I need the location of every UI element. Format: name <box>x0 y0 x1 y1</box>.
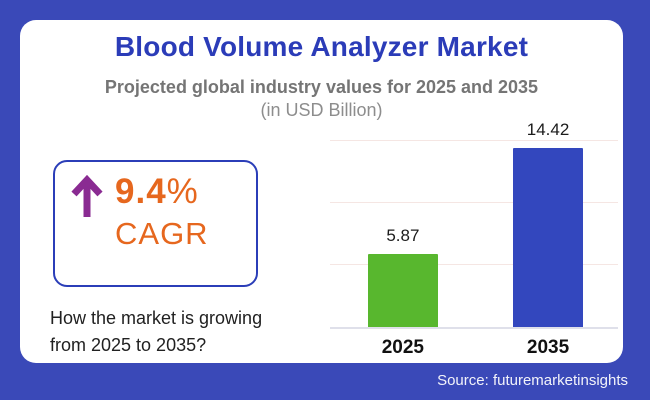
value-label-2025: 5.87 <box>386 226 420 246</box>
percent-sign: % <box>166 172 198 211</box>
cagr-callout-box: 9.4% CAGR <box>53 160 258 287</box>
x-tick-2035: 2035 <box>526 337 570 358</box>
cagr-text: 9.4% CAGR <box>115 170 209 254</box>
cagr-label: CAGR <box>115 216 209 251</box>
chart-subtitle: Projected global industry values for 202… <box>104 77 539 97</box>
growth-up-arrow-icon <box>67 173 107 219</box>
chart-unit-label: (in USD Billion) <box>260 100 383 120</box>
content-card: Blood Volume Analyzer Market Projected g… <box>20 20 623 363</box>
source-attribution: Source: futuremarketinsights <box>437 372 628 389</box>
value-label-2035: 14.42 <box>526 120 570 140</box>
bar-chart-plot-area: 5.87 2025 14.42 2035 <box>330 120 618 358</box>
gridline <box>330 264 618 265</box>
x-tick-2025: 2025 <box>381 337 424 358</box>
page-title: Blood Volume Analyzer Market <box>114 31 529 62</box>
growth-note-line2: from 2025 to 2035? <box>50 335 207 355</box>
gridline <box>330 140 618 141</box>
growth-note: How the market is growing from 2025 to 2… <box>50 305 262 359</box>
growth-note-line1: How the market is growing <box>50 308 263 328</box>
bar-2035 <box>513 148 584 327</box>
cagr-value: 9.4% <box>115 170 209 214</box>
bar-2025 <box>367 254 438 327</box>
cagr-number: 9.4 <box>115 172 167 211</box>
gridline <box>330 202 618 203</box>
